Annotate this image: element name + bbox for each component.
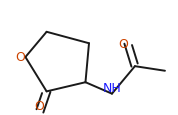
- Text: NH: NH: [103, 81, 121, 94]
- Text: O: O: [118, 37, 128, 50]
- Text: O: O: [15, 51, 25, 64]
- Text: O: O: [35, 99, 44, 112]
